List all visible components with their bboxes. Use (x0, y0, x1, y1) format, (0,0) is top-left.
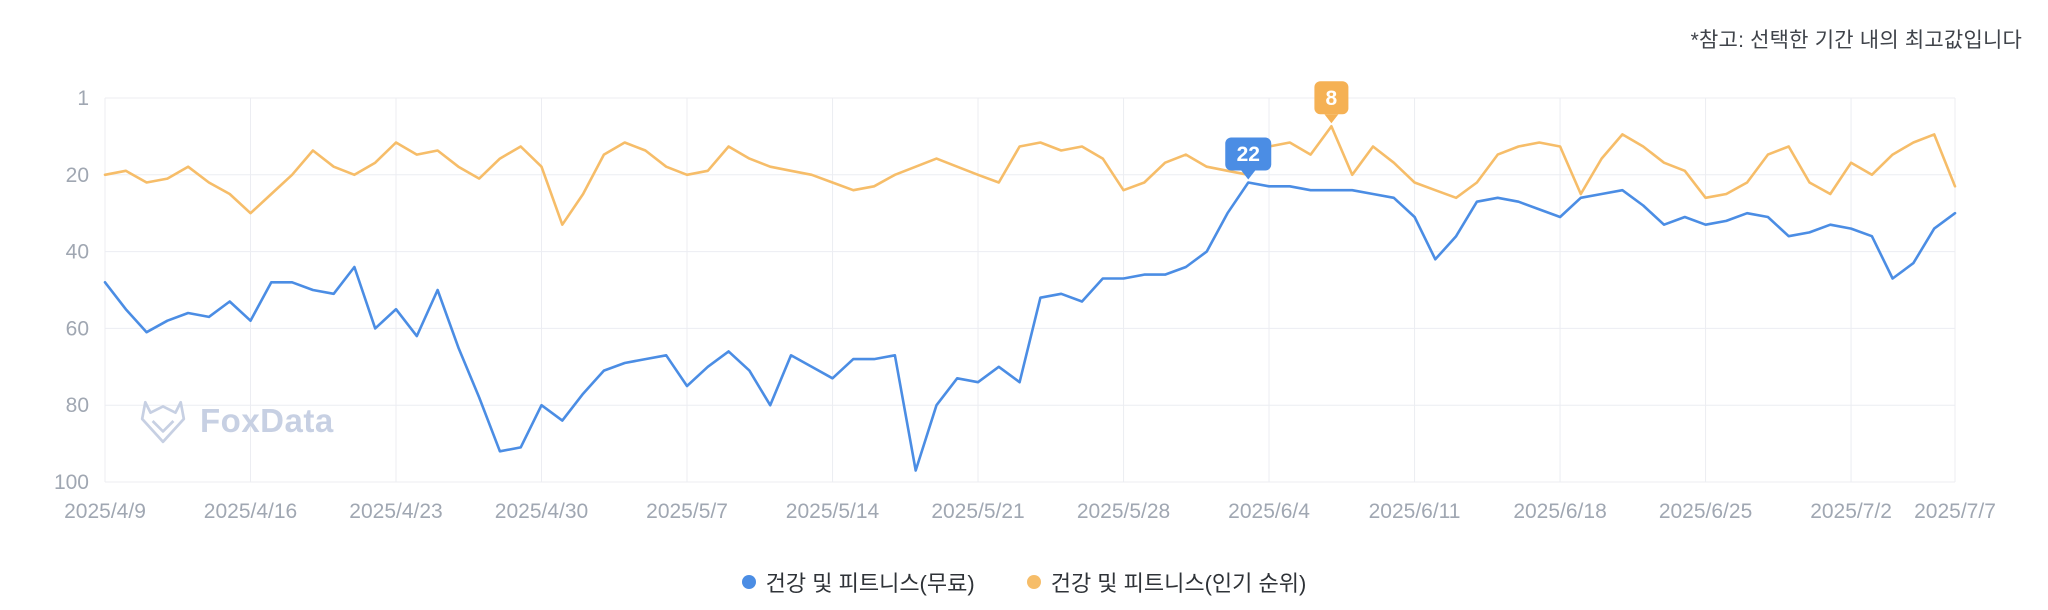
legend-label-free: 건강 및 피트니스(무료) (765, 571, 975, 596)
x-axis-label: 2025/7/7 (1914, 500, 1996, 523)
free-rank-line[interactable] (103, 181, 1957, 472)
y-axis-label: 1 (77, 87, 89, 110)
x-axis-label: 2025/6/25 (1659, 500, 1752, 523)
legend: 건강 및 피트니스(무료) 건강 및 피트니스(인기 순위) (0, 566, 2048, 598)
popularity-rank-line[interactable] (103, 125, 1957, 226)
x-axis-label: 2025/4/16 (204, 500, 297, 523)
x-axis-label: 2025/4/30 (495, 500, 588, 523)
x-axis-label: 2025/7/2 (1810, 500, 1892, 523)
x-axis-label: 2025/5/7 (646, 500, 728, 523)
y-axis-label: 40 (66, 241, 89, 264)
legend-item-popular[interactable]: 건강 및 피트니스(인기 순위) (1026, 566, 1307, 598)
max-badge-popular-value: 8 (1326, 87, 1338, 110)
y-axis-label: 100 (54, 471, 89, 494)
max-badge-popular (1314, 81, 1349, 115)
x-axis-label: 2025/4/23 (349, 500, 442, 523)
legend-dot-free-icon (741, 575, 756, 589)
x-axis-label: 2025/5/14 (786, 500, 880, 523)
foxdata-watermark: FoxData (138, 396, 334, 446)
x-axis-label: 2025/6/18 (1513, 500, 1606, 523)
max-badge-free-tail-icon (1241, 170, 1256, 180)
max-badge-free-value: 22 (1237, 143, 1260, 166)
legend-dot-popular-icon (1026, 575, 1041, 589)
legend-label-popular: 건강 및 피트니스(인기 순위) (1050, 571, 1307, 596)
foxdata-watermark-text: FoxData (200, 402, 334, 439)
fox-logo-icon (140, 400, 186, 444)
y-axis-label: 60 (66, 317, 89, 340)
x-axis-label: 2025/4/9 (64, 500, 146, 523)
max-value-note: *참고: 선택한 기간 내의 최고값입니다 (1690, 29, 2022, 52)
y-axis-label: 20 (66, 164, 89, 187)
x-axis-label: 2025/5/21 (931, 500, 1024, 523)
max-badge-free (1225, 137, 1272, 171)
x-axis-label: 2025/6/4 (1228, 500, 1310, 523)
x-axis-label: 2025/5/28 (1077, 500, 1170, 523)
max-badge-popular-tail-icon (1324, 114, 1339, 124)
y-axis-label: 80 (66, 394, 89, 417)
legend-item-free[interactable]: 건강 및 피트니스(무료) (741, 566, 975, 598)
x-axis-label: 2025/6/11 (1369, 500, 1461, 523)
